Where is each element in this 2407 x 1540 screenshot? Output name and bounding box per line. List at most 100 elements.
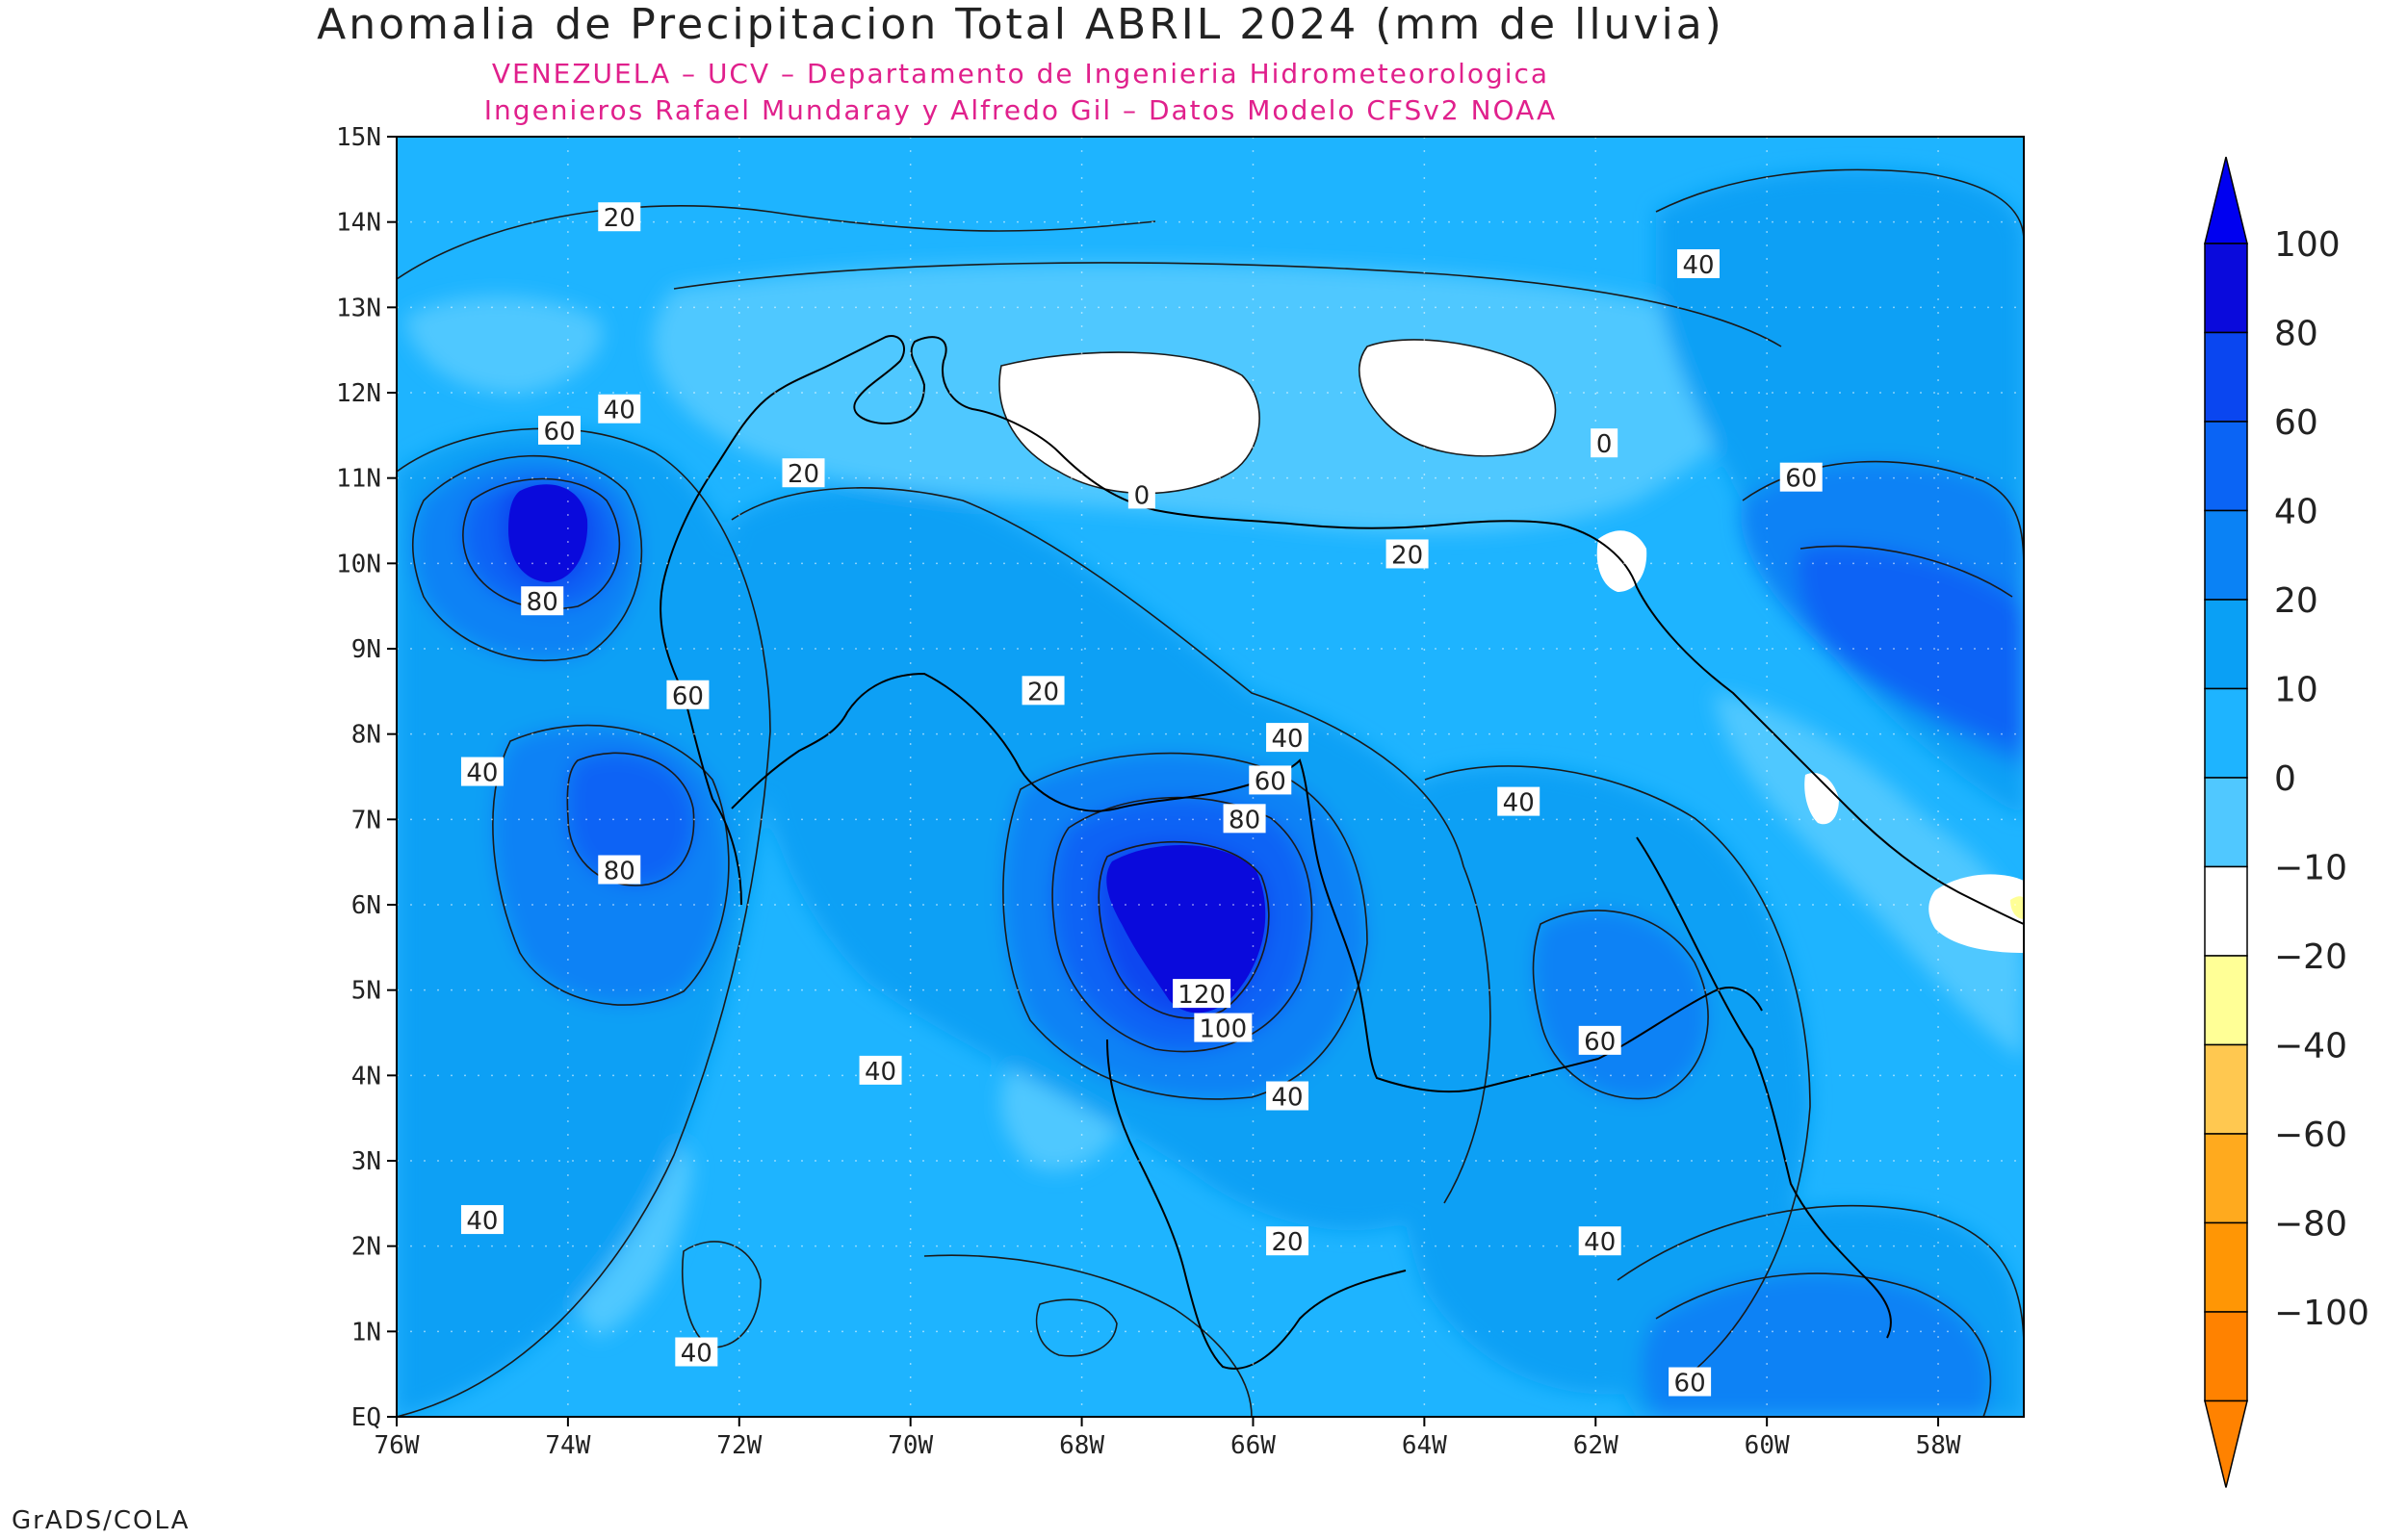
colorbar-segment [2204,1221,2248,1313]
y-tick-label: 6N [351,891,381,920]
contour-label-text: 60 [1785,465,1817,494]
contour-label: 0 [1591,428,1618,459]
contour-label: 80 [598,855,641,886]
contour-label-background [1591,428,1618,458]
contour-label-background [1497,786,1540,816]
contour-label-background [1578,1226,1621,1256]
contour-label-background [598,855,641,885]
colorbar-label: −100 [2274,1294,2369,1333]
contour-label-text: 80 [1229,806,1260,834]
x-axis-ticks: 76W 74W 72W 70W 68W 66W 64W 62W 60W 58W [375,1417,1961,1460]
colorbar-label: 100 [2274,225,2341,265]
y-tick-label: 8N [351,721,381,750]
contour-label-text: 0 [1134,481,1151,510]
contour-label: 20 [782,458,825,489]
contour-line [492,724,730,1006]
colorbar-segment [2204,687,2248,779]
contour-line [998,351,1260,495]
field-40-far-west-column [397,674,520,1194]
contour-label: 60 [1578,1025,1621,1057]
contour-label: 20 [598,202,641,233]
contour-label-background [1194,1013,1253,1042]
contour-label: 40 [460,757,504,788]
y-tick-label: 5N [351,977,381,1006]
subtitle-authors: Ingenieros Rafael Mundaray y Alfredo Gil… [483,94,1558,126]
colorbar-segment [2204,1133,2248,1224]
caribbean-coastline [663,335,2024,925]
contour-label-background [1223,804,1266,834]
contour-label: 40 [1578,1226,1621,1257]
contour-label-text: 40 [1584,1228,1616,1257]
x-tick-label: 60W [1745,1431,1790,1460]
contour-label-background [1266,1081,1309,1111]
contour-line [397,205,1156,280]
contour-label: 40 [1266,1081,1309,1113]
contour-label-text: 40 [1272,725,1304,754]
venezuela-border [731,672,1763,1093]
colorbar-label: 60 [2274,403,2318,443]
x-tick-label: 58W [1916,1431,1961,1460]
contour-label: 60 [1669,1367,1712,1399]
colorbar-upper-triangle [2204,156,2248,244]
contour-label-text: 60 [1255,767,1286,796]
y-tick-label: 11N [336,465,381,494]
y-tick-label: 7N [351,806,381,834]
contour-label-background [782,458,825,488]
x-tick-label: 76W [375,1431,420,1460]
colorbar-label: 10 [2274,671,2318,710]
contour-label: 60 [666,680,710,711]
contour-label-background [598,202,641,232]
contour-line [1655,1272,1992,1417]
colorbar-segment [2204,777,2248,868]
contour-line [1799,545,2013,598]
colorbar-label: 0 [2274,759,2296,799]
y-tick-label: 1N [351,1318,381,1347]
contour-line [1424,765,1811,1387]
y-tick-label: 13N [336,294,381,322]
contour-label-background [521,586,564,616]
colorbar-label: −80 [2274,1205,2347,1245]
contour-line [731,487,1491,1204]
field-120-central-core [1106,845,1266,1014]
x-tick-label: 72W [716,1431,762,1460]
y-axis-ticks: EQ 1N 2N 3N 4N 5N 6N 7N 8N 9N 10N 11N 12N 13N 14N 15N [336,123,397,1432]
contour-label-text: 80 [527,588,558,617]
colorbar-segment [2204,865,2248,957]
contour-label-text: 60 [543,418,575,447]
contour-lines [397,168,2024,1417]
contour-label-text: 0 [1596,430,1613,459]
contour-label-background [1669,1367,1712,1397]
contour-label-text: 40 [865,1058,896,1087]
contour-label-background [1127,479,1155,509]
subtitle-institution: VENEZUELA – UCV – Departamento de Ingeni… [491,58,1550,90]
contour-label-text: 60 [1584,1028,1616,1057]
colorbar-label: 80 [2274,315,2318,354]
contour-label: 0 [1127,479,1155,510]
contour-label: 100 [1194,1013,1253,1044]
guyana-border [1636,836,1892,1339]
x-tick-label: 62W [1573,1431,1618,1460]
field-neg10-east-edge [2010,896,2024,919]
colorbar-segment [2204,955,2248,1046]
contour-label: 40 [1677,249,1720,280]
contour-label: 20 [1385,539,1429,570]
contour-label: 120 [1173,979,1231,1010]
contour-line [923,1254,1253,1417]
contour-line [1002,752,1368,1100]
contour-label-background [460,757,504,786]
y-tick-label: 15N [336,123,381,152]
colorbar-segment [2204,421,2248,512]
contour-label: 80 [521,586,564,617]
contour-label: 40 [460,1205,504,1236]
colorbar-segment [2204,1311,2248,1402]
contour-line [1532,910,1709,1100]
y-tick-label: 10N [336,550,381,578]
contour-label-background [675,1337,718,1367]
x-tick-label: 64W [1402,1431,1447,1460]
contour-label-background [859,1055,902,1085]
contour-label-text: 20 [604,204,635,233]
contour-label-text: 40 [1682,251,1714,280]
contour-label-text: 40 [681,1340,712,1369]
contour-label: 40 [675,1337,718,1369]
colorbar-label: −40 [2274,1027,2347,1066]
